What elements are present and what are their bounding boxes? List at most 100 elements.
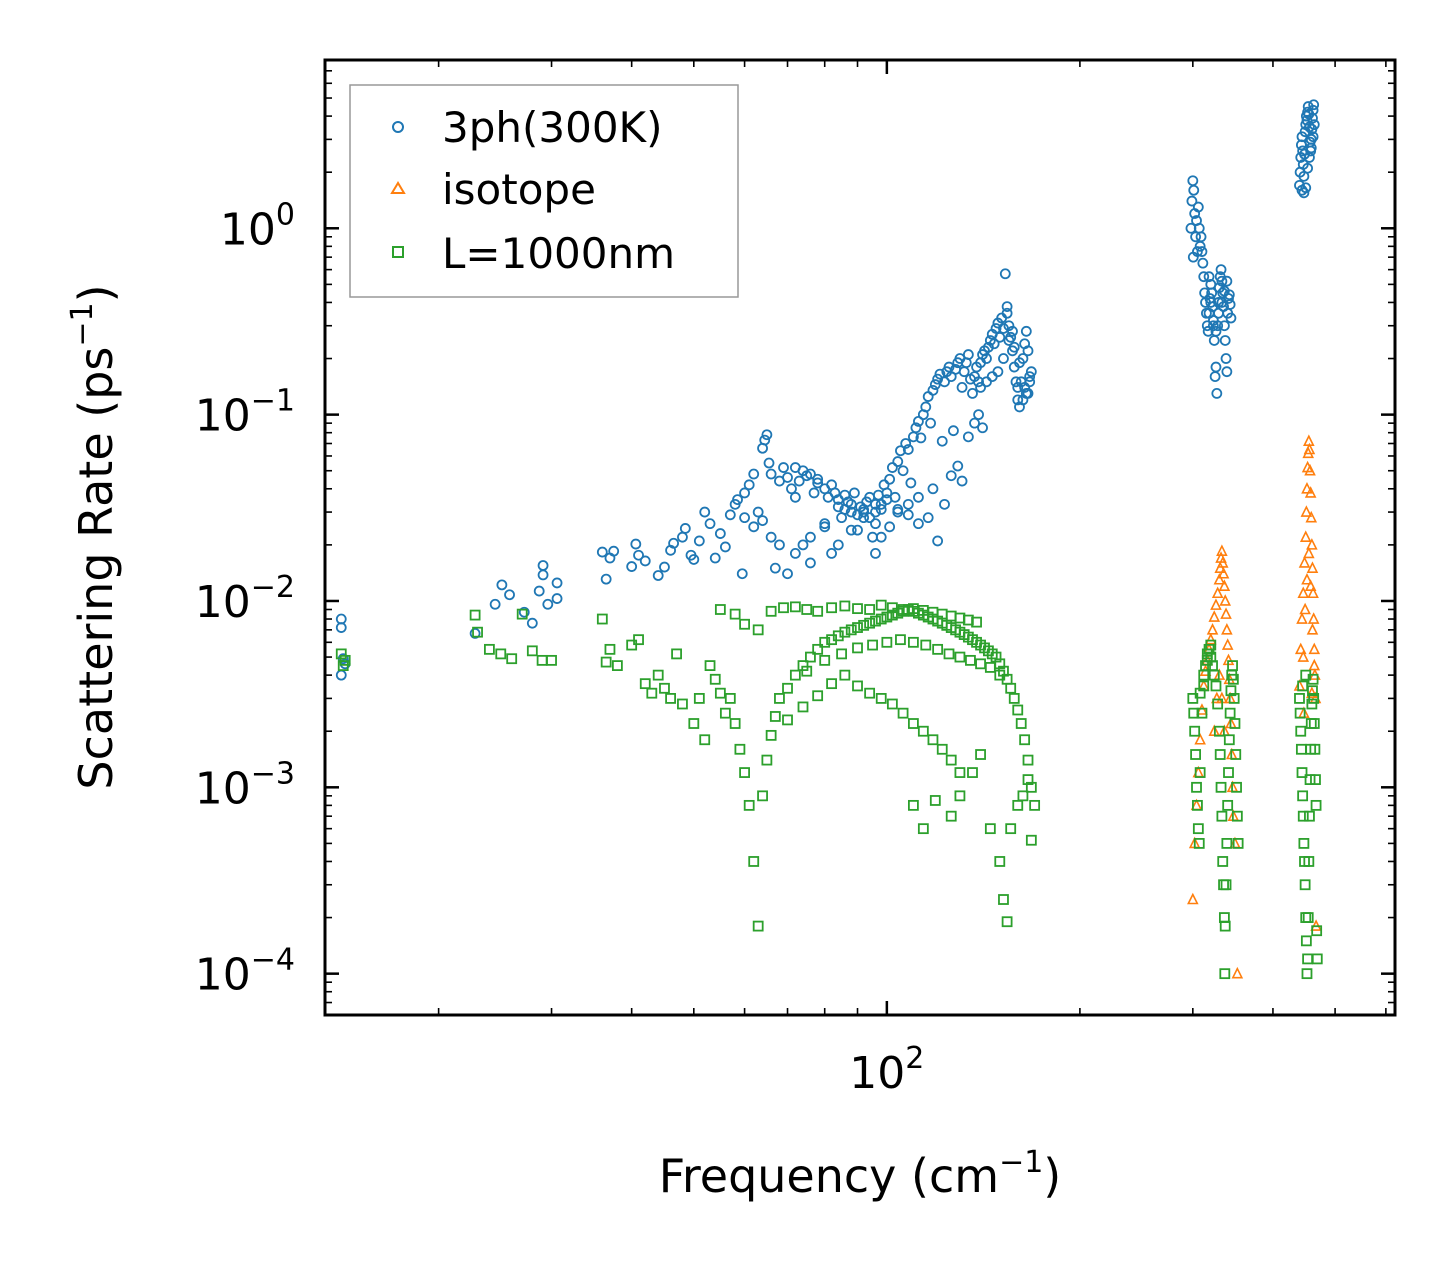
data-point: [1214, 749, 1226, 760]
tick-base: 10: [849, 1048, 905, 1099]
data-point: [805, 557, 816, 569]
data-point: [1222, 799, 1234, 811]
data-point: [1309, 743, 1321, 755]
data-point: [1304, 463, 1316, 476]
data-point: [1310, 774, 1321, 786]
data-point: [945, 810, 957, 822]
data-point: [693, 535, 705, 547]
data-point: [1210, 598, 1222, 610]
data-point: [652, 669, 664, 681]
data-point: [832, 501, 844, 513]
data-point: [633, 634, 644, 646]
data-point: [763, 457, 775, 469]
data-point: [939, 376, 950, 388]
data-point: [939, 498, 950, 510]
data-point: [984, 662, 996, 673]
data-point: [714, 604, 726, 615]
data-point: [954, 767, 966, 778]
data-point: [774, 693, 785, 704]
data-point: [1208, 669, 1220, 681]
data-point: [990, 323, 1002, 334]
data-point: [981, 353, 992, 364]
data-point: [719, 707, 731, 719]
data-point: [881, 487, 893, 499]
data-point: [801, 604, 813, 615]
data-point: [805, 531, 816, 543]
data-point: [881, 494, 893, 505]
data-point: [1303, 856, 1315, 867]
data-point: [975, 381, 986, 393]
data-point: [1298, 838, 1310, 849]
data-point: [551, 577, 563, 589]
data-point: [1001, 916, 1013, 928]
data-point: [659, 682, 670, 694]
data-point: [1304, 579, 1317, 592]
data-point: [639, 555, 651, 567]
data-point: [875, 599, 887, 611]
data-point: [832, 539, 844, 551]
data-point: [858, 619, 870, 631]
data-point: [1219, 968, 1231, 980]
data-point: [999, 268, 1011, 280]
data-point: [1216, 556, 1229, 568]
data-point: [925, 417, 936, 429]
data-point: [1201, 320, 1213, 332]
legend-label-isotope: isotope: [442, 165, 596, 214]
data-point: [1212, 698, 1224, 710]
data-point: [994, 669, 1006, 681]
data-point: [971, 616, 982, 628]
data-point: [1301, 968, 1313, 980]
data-point: [732, 494, 743, 505]
data-point: [1205, 297, 1217, 308]
data-point: [932, 535, 944, 547]
data-point: [1295, 725, 1307, 737]
data-point: [668, 537, 680, 549]
data-point: [845, 524, 857, 536]
data-point: [797, 539, 809, 551]
data-point: [659, 561, 670, 573]
data-point: [975, 749, 986, 760]
data-point: [1003, 335, 1015, 346]
data-point: [1302, 912, 1314, 923]
x-tick-labels: 102: [849, 1041, 924, 1099]
data-point: [1218, 285, 1230, 297]
data-point: [1305, 510, 1318, 523]
data-point: [489, 598, 501, 610]
data-point: [1297, 810, 1309, 822]
data-point: [954, 651, 966, 663]
data-point: [1308, 693, 1320, 704]
data-point: [907, 603, 919, 615]
data-point: [761, 754, 773, 766]
data-point: [1201, 654, 1213, 666]
data-point: [927, 483, 939, 495]
y-tick-label: 10−2: [195, 570, 295, 628]
data-point: [1015, 718, 1027, 729]
y-axis-label: Scattering Rate (ps−1): [65, 284, 123, 789]
data-point: [1012, 704, 1024, 716]
data-point: [895, 634, 906, 646]
data-point: [1198, 271, 1210, 283]
data-point: [778, 602, 789, 614]
data-point: [719, 541, 731, 553]
data-point: [864, 512, 876, 524]
data-point: [600, 656, 612, 668]
data-point: [819, 654, 831, 666]
data-point: [1218, 320, 1230, 332]
data-point: [1307, 104, 1319, 116]
data-point: [734, 743, 746, 755]
data-point: [839, 669, 851, 681]
data-point: [1001, 307, 1013, 319]
data-point: [852, 680, 863, 692]
tick-base: 10: [195, 391, 251, 442]
data-point: [864, 604, 876, 615]
data-point: [769, 562, 781, 574]
data-point: [789, 601, 801, 613]
data-point: [1213, 307, 1224, 319]
data-point: [1305, 142, 1317, 154]
tick-base: 10: [195, 950, 251, 1001]
data-point: [973, 376, 984, 388]
data-point: [1299, 879, 1311, 891]
data-point: [910, 422, 922, 434]
